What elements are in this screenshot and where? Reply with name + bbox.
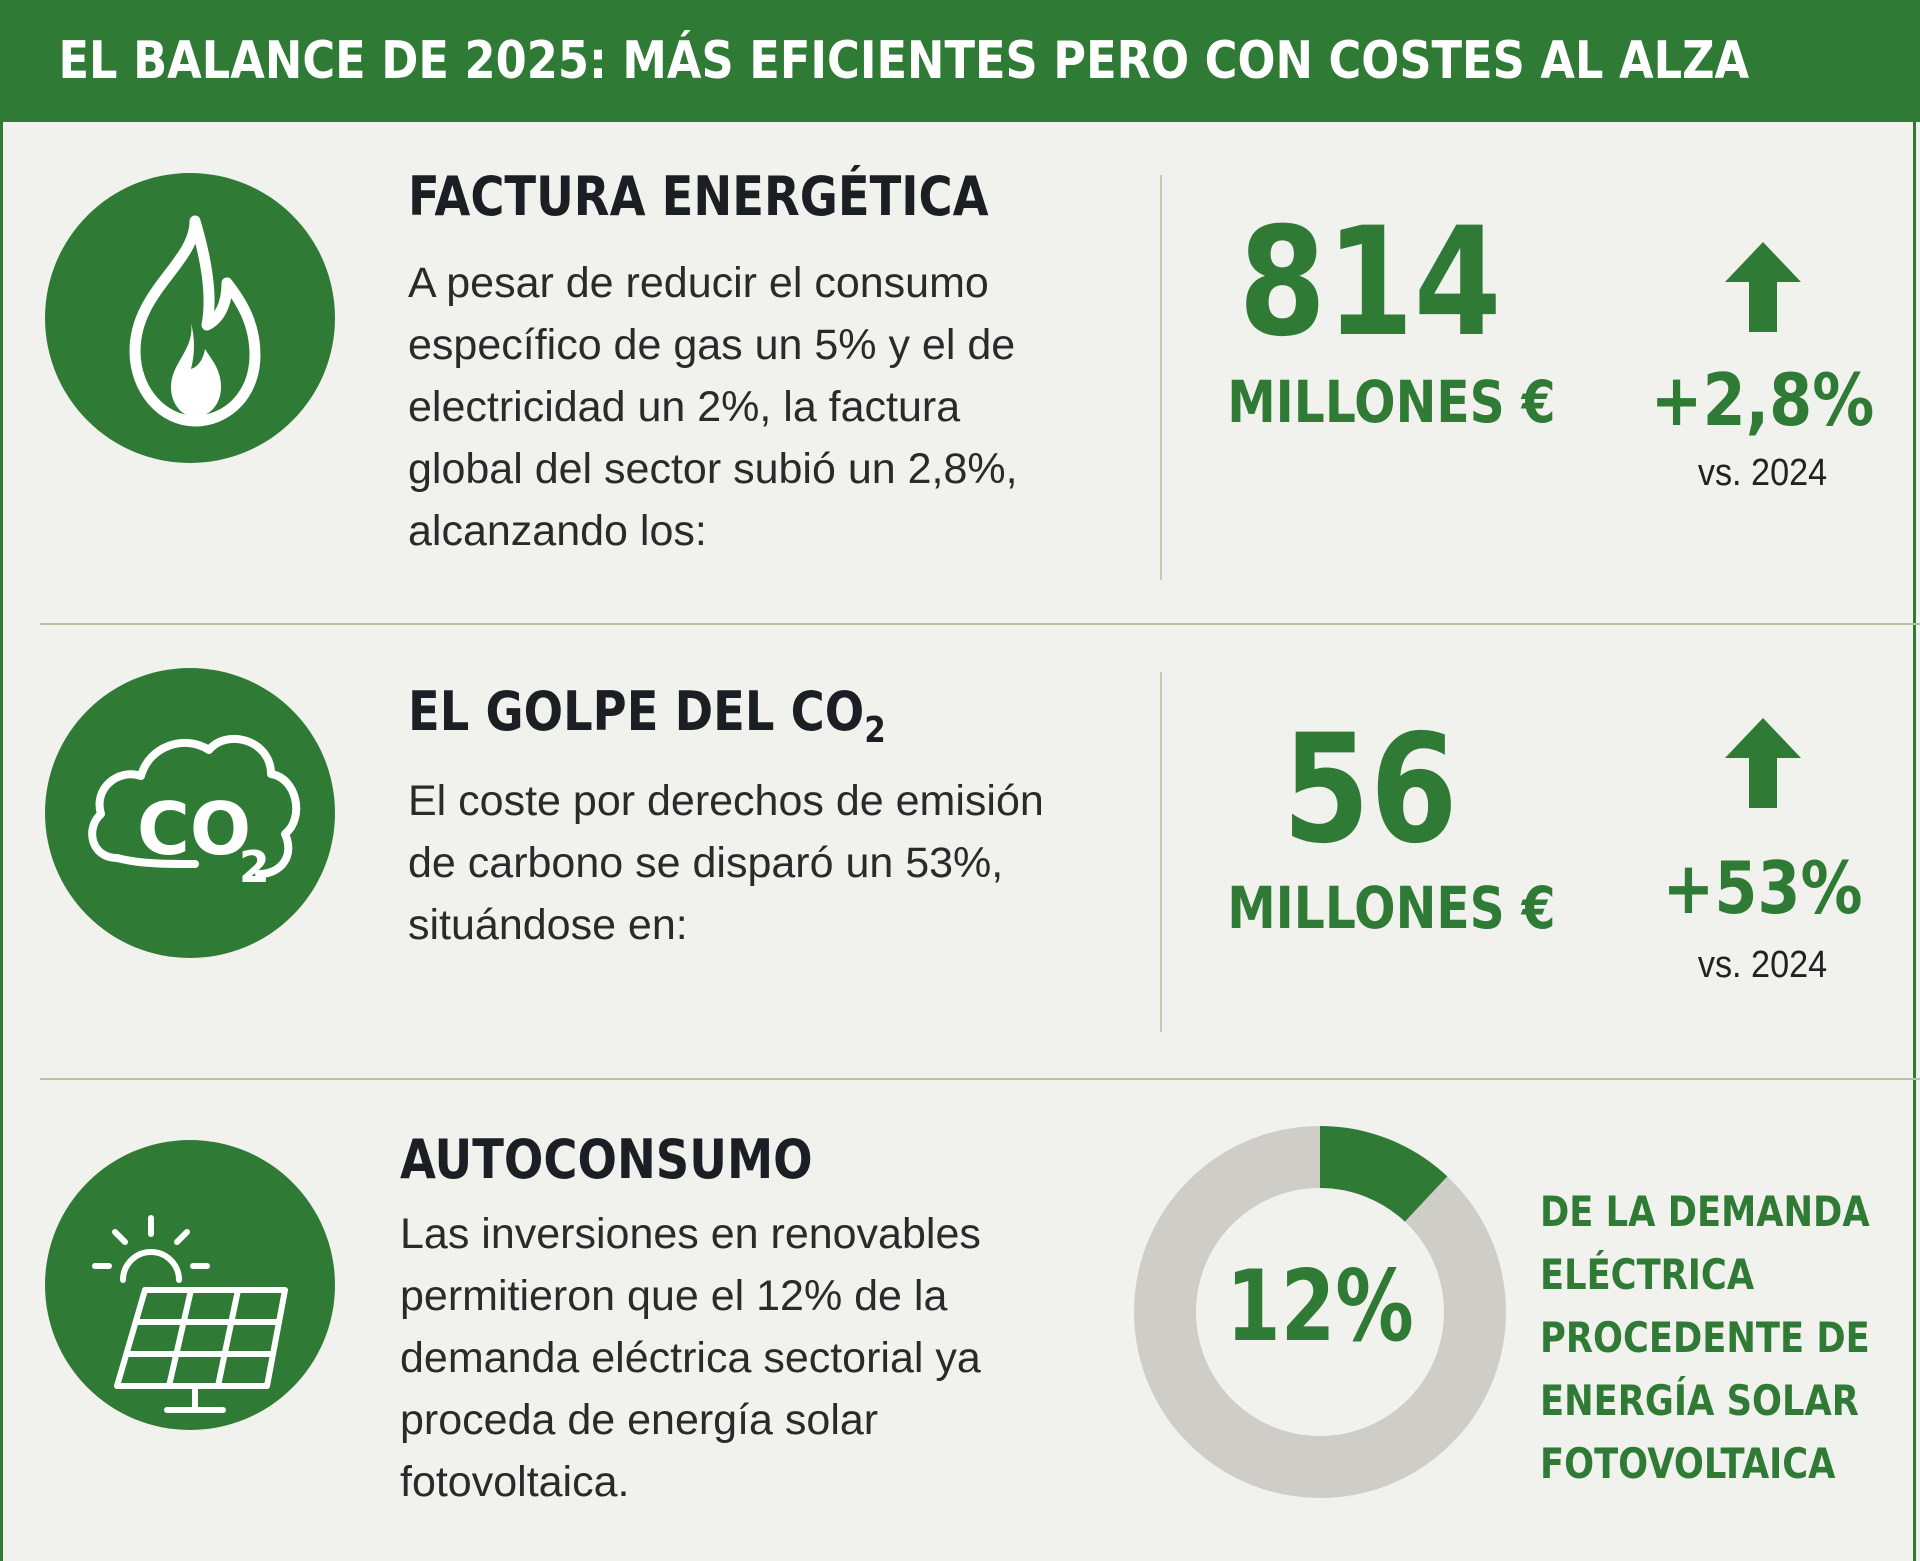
section-title-subscript: 2 bbox=[864, 710, 886, 751]
stat-change: +53% bbox=[1662, 846, 1863, 930]
caption-line: PROCEDENTE DE bbox=[1540, 1313, 1870, 1362]
body-line: global del sector subió un 2,8%, bbox=[408, 445, 1018, 493]
section-body: El coste por derechos de emisión de carb… bbox=[408, 770, 1044, 956]
vertical-divider bbox=[1160, 175, 1162, 580]
donut-caption: DE LA DEMANDA ELÉCTRICA PROCEDENTE DE EN… bbox=[1540, 1180, 1870, 1495]
section-title: EL GOLPE DEL CO2 bbox=[408, 680, 886, 751]
donut-segment-solar bbox=[1319, 1126, 1448, 1223]
body-line: A pesar de reducir el consumo bbox=[408, 259, 989, 307]
solar-panel-icon bbox=[45, 1140, 335, 1430]
vertical-divider bbox=[1160, 672, 1162, 1032]
stat-unit: MILLONES € bbox=[1227, 874, 1556, 942]
co2-icon-subscript: 2 bbox=[239, 842, 270, 893]
donut-center-label: 12% bbox=[1226, 1250, 1414, 1364]
body-line: alcanzando los: bbox=[408, 507, 707, 555]
content-frame bbox=[0, 122, 1916, 1561]
stat-change: +2,8% bbox=[1650, 358, 1875, 442]
section-body: Las inversiones en renovables permitiero… bbox=[400, 1203, 981, 1513]
stat-value: 56 bbox=[1282, 703, 1458, 877]
body-line: situándose en: bbox=[408, 901, 688, 949]
flame-icon bbox=[45, 173, 335, 463]
body-line: demanda eléctrica sectorial ya bbox=[400, 1334, 981, 1382]
body-line: El coste por derechos de emisión bbox=[408, 777, 1044, 825]
section-body: A pesar de reducir el consumo específico… bbox=[408, 252, 1018, 562]
donut-chart bbox=[1134, 1126, 1506, 1498]
section-divider bbox=[40, 1078, 1920, 1080]
stat-value: 814 bbox=[1238, 196, 1502, 370]
co2-icon-text: CO bbox=[137, 787, 251, 871]
section-title: AUTOCONSUMO bbox=[400, 1128, 813, 1191]
caption-line: DE LA DEMANDA bbox=[1540, 1187, 1870, 1236]
caption-line: FOTOVOLTAICA bbox=[1540, 1439, 1836, 1488]
body-line: de carbono se disparó un 53%, bbox=[408, 839, 1004, 887]
page-title: EL BALANCE DE 2025: MÁS EFICIENTES PERO … bbox=[58, 31, 1750, 91]
body-line: específico de gas un 5% y el de bbox=[408, 321, 1016, 369]
body-line: permitieron que el 12% de la bbox=[400, 1272, 948, 1320]
body-line: proceda de energía solar bbox=[400, 1396, 879, 1444]
body-line: Las inversiones en renovables bbox=[400, 1210, 981, 1258]
arrow-up-icon bbox=[1725, 718, 1801, 808]
section-title-text: EL GOLPE DEL CO bbox=[408, 680, 865, 743]
caption-line: ELÉCTRICA bbox=[1540, 1250, 1755, 1299]
body-line: fotovoltaica. bbox=[400, 1458, 630, 1506]
caption-line: ENERGÍA SOLAR bbox=[1540, 1376, 1859, 1425]
section-title: FACTURA ENERGÉTICA bbox=[408, 165, 989, 228]
co2-cloud-icon: CO 2 bbox=[45, 668, 335, 958]
body-line: electricidad un 2%, la factura bbox=[408, 383, 961, 431]
stat-unit: MILLONES € bbox=[1227, 368, 1556, 436]
arrow-up-icon bbox=[1725, 242, 1801, 332]
section-divider bbox=[40, 623, 1920, 625]
stat-comparison: vs. 2024 bbox=[1697, 944, 1828, 986]
stat-comparison: vs. 2024 bbox=[1697, 452, 1828, 494]
header-banner: EL BALANCE DE 2025: MÁS EFICIENTES PERO … bbox=[0, 0, 1920, 122]
